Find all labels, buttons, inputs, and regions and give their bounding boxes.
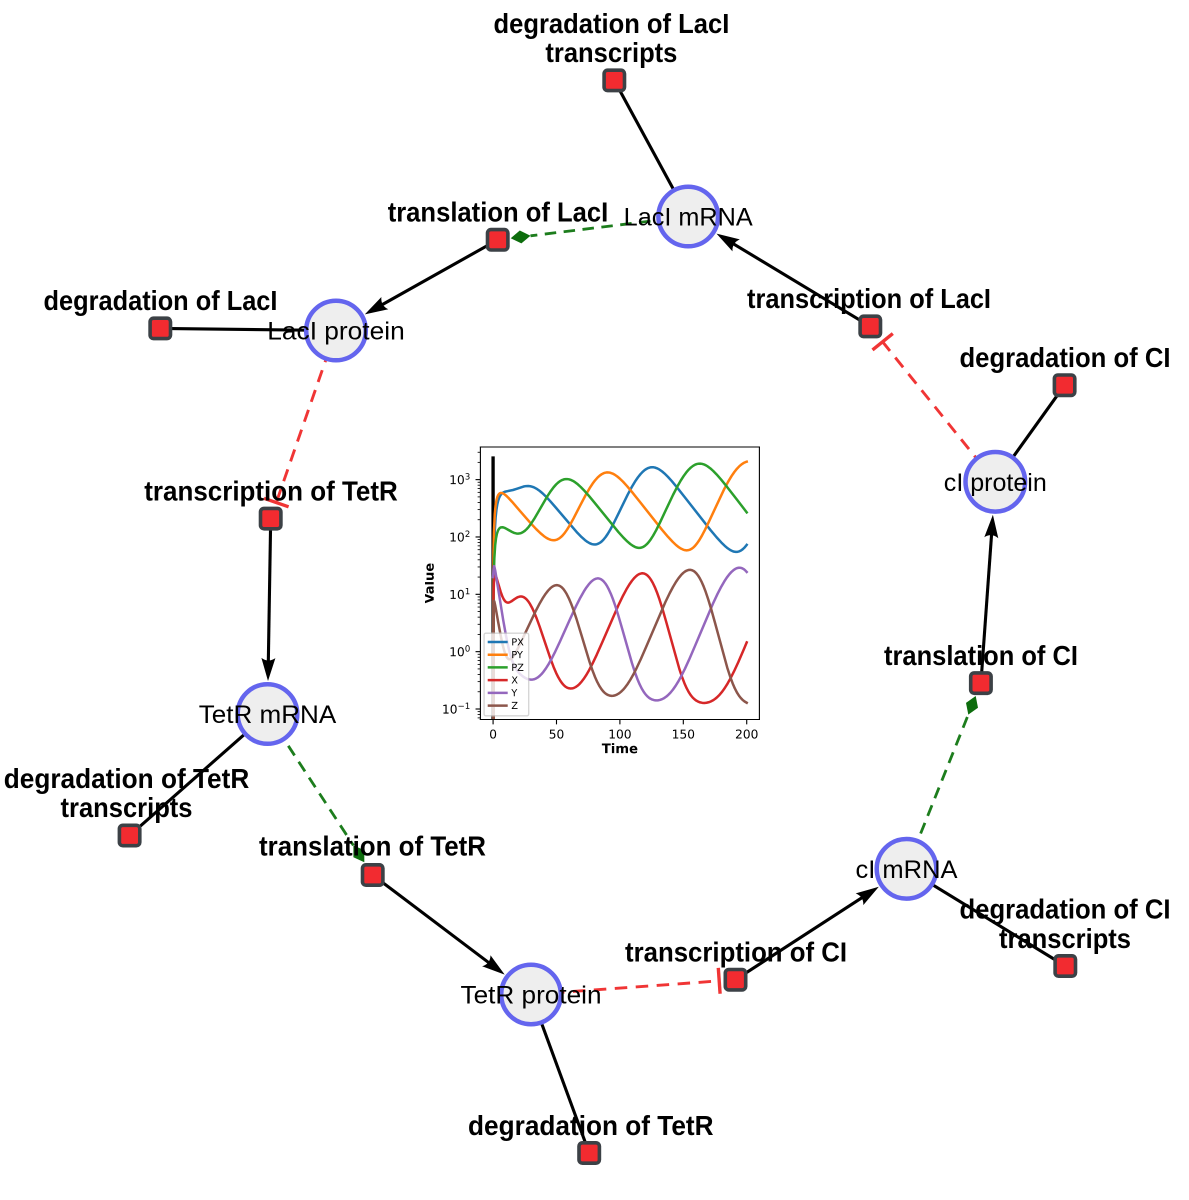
svg-text:LacI mRNA: LacI mRNA: [624, 204, 753, 232]
svg-text:degradation of CI: degradation of CI: [960, 894, 1171, 925]
svg-text:transcription of CI: transcription of CI: [625, 937, 847, 968]
svg-text:TetR mRNA: TetR mRNA: [199, 701, 337, 729]
svg-text:TetR protein: TetR protein: [461, 982, 602, 1010]
svg-text:transcripts: transcripts: [999, 923, 1131, 954]
svg-text:degradation of TetR: degradation of TetR: [468, 1110, 714, 1141]
svg-text:translation of TetR: translation of TetR: [259, 830, 486, 861]
svg-text:LacI protein: LacI protein: [267, 318, 404, 346]
svg-text:translation of LacI: translation of LacI: [388, 197, 609, 228]
svg-text:degradation of LacI: degradation of LacI: [44, 285, 278, 316]
svg-text:transcripts: transcripts: [61, 792, 193, 823]
svg-text:degradation of CI: degradation of CI: [960, 342, 1171, 373]
svg-text:transcription of LacI: transcription of LacI: [747, 283, 991, 314]
svg-text:transcripts: transcripts: [545, 37, 677, 68]
svg-text:transcription of TetR: transcription of TetR: [144, 475, 398, 506]
svg-text:translation of CI: translation of CI: [884, 640, 1078, 671]
svg-text:degradation of LacI: degradation of LacI: [494, 8, 730, 39]
svg-text:degradation of TetR: degradation of TetR: [4, 763, 250, 794]
svg-text:cI protein: cI protein: [944, 469, 1047, 497]
svg-text:cI mRNA: cI mRNA: [856, 856, 958, 884]
